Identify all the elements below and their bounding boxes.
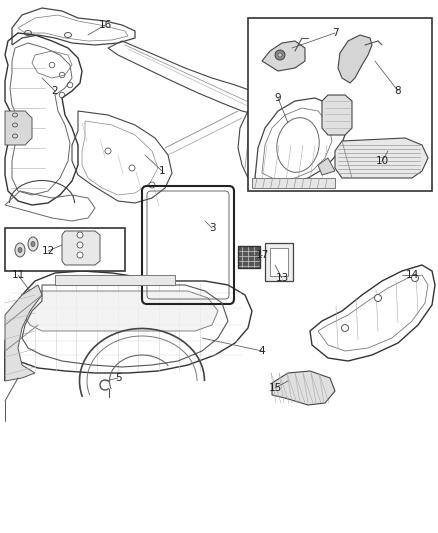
Text: 2: 2: [52, 86, 58, 96]
Text: 13: 13: [276, 273, 289, 283]
Ellipse shape: [31, 241, 35, 246]
Bar: [5, 228, 125, 271]
Bar: [238, 246, 260, 268]
Text: 4: 4: [259, 346, 265, 356]
Ellipse shape: [77, 232, 83, 238]
Text: 8: 8: [395, 86, 401, 96]
Text: 11: 11: [11, 270, 25, 280]
Ellipse shape: [28, 237, 38, 251]
Text: 16: 16: [99, 20, 112, 30]
Polygon shape: [62, 231, 100, 265]
Text: 3: 3: [208, 223, 215, 233]
Text: 17: 17: [255, 250, 268, 260]
Ellipse shape: [275, 50, 285, 60]
Ellipse shape: [18, 247, 22, 253]
Polygon shape: [55, 275, 175, 285]
Text: 1: 1: [159, 166, 165, 176]
Text: 15: 15: [268, 383, 282, 393]
Polygon shape: [335, 138, 428, 178]
Polygon shape: [5, 111, 32, 145]
Text: 7: 7: [332, 28, 338, 38]
Ellipse shape: [374, 295, 381, 302]
Text: 10: 10: [375, 156, 389, 166]
Polygon shape: [318, 158, 335, 175]
Ellipse shape: [342, 325, 349, 332]
Polygon shape: [338, 35, 372, 83]
Ellipse shape: [77, 252, 83, 258]
Text: 5: 5: [115, 373, 121, 383]
Text: 12: 12: [41, 246, 55, 256]
Polygon shape: [272, 371, 335, 405]
Bar: [248, 18, 432, 191]
Ellipse shape: [77, 242, 83, 248]
Bar: [265, 243, 293, 281]
Text: 9: 9: [275, 93, 281, 103]
Polygon shape: [22, 291, 218, 331]
Ellipse shape: [15, 243, 25, 257]
Ellipse shape: [411, 274, 418, 281]
Ellipse shape: [278, 53, 282, 57]
Polygon shape: [262, 41, 305, 71]
Polygon shape: [322, 95, 352, 135]
Polygon shape: [5, 285, 42, 381]
Polygon shape: [252, 178, 335, 188]
Text: 14: 14: [406, 270, 419, 280]
Bar: [270, 248, 288, 276]
